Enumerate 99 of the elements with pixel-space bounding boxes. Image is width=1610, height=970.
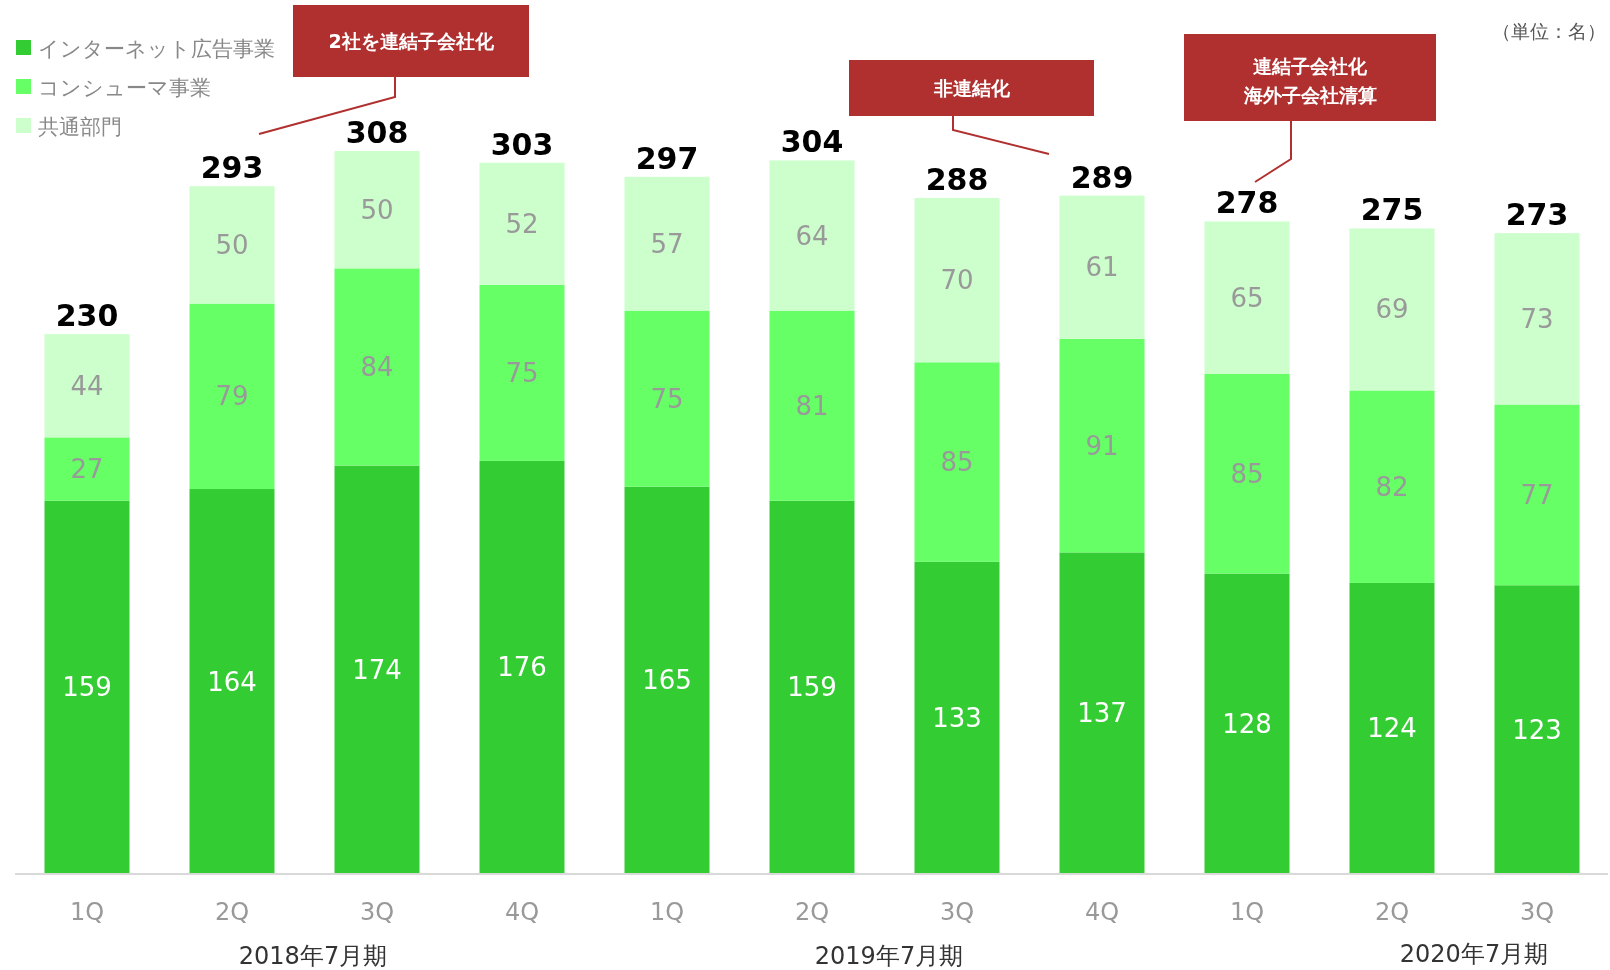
data-label: 165 — [642, 665, 692, 696]
bar — [334, 268, 420, 466]
data-label: 82 — [1375, 471, 1409, 502]
bar — [1204, 221, 1290, 374]
bar — [624, 310, 710, 487]
bar — [334, 465, 420, 874]
legend-label: コンシューマ事業 — [38, 76, 211, 100]
data-label: 65 — [1230, 282, 1264, 313]
data-label: 52 — [505, 208, 539, 239]
bar — [189, 186, 275, 304]
bar — [334, 151, 420, 269]
x-tick-label: 3Q — [939, 898, 975, 926]
bar — [1494, 585, 1580, 874]
bar — [769, 160, 855, 311]
data-label: 75 — [505, 357, 539, 388]
text: 連結子会社化 — [1253, 54, 1368, 77]
bar — [769, 310, 855, 501]
x-tick-label: 2Q — [1374, 898, 1410, 926]
total-label: 273 — [1505, 197, 1569, 233]
bar — [914, 362, 1000, 562]
data-label: 176 — [497, 652, 547, 683]
data-label: 91 — [1085, 430, 1119, 461]
bar — [479, 284, 565, 461]
data-label: 124 — [1367, 713, 1417, 744]
bar — [914, 561, 1000, 874]
bar — [1349, 228, 1435, 391]
legend-label: インターネット広告事業 — [38, 37, 275, 61]
total-label: 278 — [1215, 185, 1279, 221]
legend-label: 共通部門 — [38, 115, 122, 139]
bar — [1204, 374, 1290, 574]
bar — [1059, 338, 1145, 553]
total-label: 297 — [635, 140, 699, 176]
data-label: 85 — [1230, 458, 1264, 489]
text: 2020年7月期 — [1399, 940, 1549, 968]
data-label: 50 — [215, 229, 249, 260]
x-tick-label: 3Q — [1519, 898, 1555, 926]
x-tick-label: 4Q — [1084, 898, 1120, 926]
data-label: 79 — [215, 381, 249, 412]
total-label: 275 — [1360, 192, 1424, 228]
text: （単位：名） — [1492, 20, 1606, 42]
bar — [624, 176, 710, 311]
bar — [1494, 404, 1580, 586]
data-label: 128 — [1222, 708, 1272, 739]
data-label: 133 — [932, 702, 982, 733]
total-label: 293 — [200, 150, 264, 186]
total-label: 303 — [490, 126, 554, 162]
bar — [1059, 195, 1145, 339]
data-label: 64 — [795, 220, 829, 251]
text: 2018年7月期 — [238, 942, 388, 970]
bar — [189, 489, 275, 874]
data-label: 73 — [1520, 303, 1554, 334]
text: 2019年7月期 — [814, 942, 964, 970]
x-tick-label: 4Q — [504, 898, 540, 926]
data-label: 70 — [940, 265, 974, 296]
bar — [479, 460, 565, 874]
data-label: 81 — [795, 390, 829, 421]
data-label: 75 — [650, 383, 684, 414]
bar — [1204, 573, 1290, 874]
bar — [624, 486, 710, 874]
text: 海外子会社清算 — [1242, 84, 1377, 106]
total-label: 304 — [780, 124, 844, 160]
data-label: 44 — [70, 370, 104, 401]
bar — [1494, 233, 1580, 405]
data-label: 77 — [1520, 479, 1554, 510]
data-label: 137 — [1077, 698, 1127, 729]
data-label: 174 — [352, 654, 402, 685]
bar — [769, 500, 855, 874]
text: 2社を連結子会社化 — [328, 30, 495, 52]
data-label: 69 — [1375, 294, 1409, 325]
data-label: 85 — [940, 447, 974, 478]
text: 非連結化 — [932, 77, 1011, 99]
bar — [1059, 552, 1145, 874]
data-label: 164 — [207, 666, 257, 697]
bar — [189, 303, 275, 490]
bar — [914, 197, 1000, 363]
total-label: 230 — [55, 298, 119, 334]
total-label: 289 — [1070, 159, 1134, 195]
bar — [479, 162, 565, 285]
x-tick-label: 3Q — [359, 898, 395, 926]
data-label: 61 — [1085, 252, 1119, 283]
bar — [44, 334, 130, 438]
bar — [44, 500, 130, 874]
x-tick-label: 2Q — [214, 898, 250, 926]
bar — [44, 437, 130, 501]
data-label: 159 — [787, 672, 837, 703]
x-tick-label: 2Q — [794, 898, 830, 926]
x-tick-label: 1Q — [649, 898, 685, 926]
data-label: 50 — [360, 194, 394, 225]
x-tick-label: 1Q — [1229, 898, 1265, 926]
data-label: 57 — [650, 228, 684, 259]
data-label: 123 — [1512, 714, 1562, 745]
bar — [1349, 582, 1435, 874]
total-label: 308 — [345, 115, 409, 150]
bar — [1349, 390, 1435, 583]
total-label: 288 — [925, 161, 989, 197]
data-label: 27 — [70, 454, 104, 485]
data-label: 159 — [62, 672, 112, 703]
data-label: 84 — [360, 351, 394, 382]
x-tick-label: 1Q — [69, 898, 105, 926]
